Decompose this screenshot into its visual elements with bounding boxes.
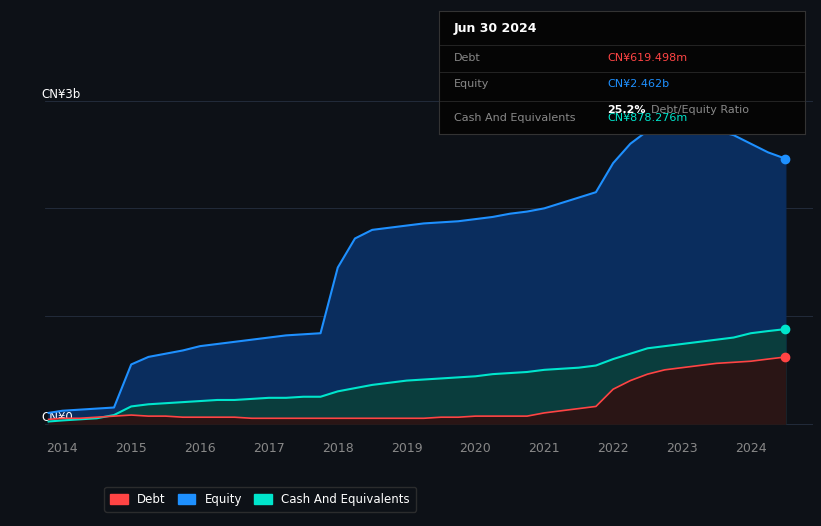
Text: Debt: Debt <box>454 53 480 63</box>
Text: 25.2%: 25.2% <box>608 105 646 115</box>
Text: Jun 30 2024: Jun 30 2024 <box>454 22 538 35</box>
Text: CN¥0: CN¥0 <box>42 411 73 423</box>
Text: Equity: Equity <box>454 79 489 89</box>
Text: CN¥619.498m: CN¥619.498m <box>608 53 687 63</box>
Text: Debt/Equity Ratio: Debt/Equity Ratio <box>651 105 749 115</box>
Legend: Debt, Equity, Cash And Equivalents: Debt, Equity, Cash And Equivalents <box>104 487 416 512</box>
Text: CN¥3b: CN¥3b <box>42 88 81 100</box>
Text: CN¥878.276m: CN¥878.276m <box>608 113 687 123</box>
Text: CN¥2.462b: CN¥2.462b <box>608 79 669 89</box>
Text: Cash And Equivalents: Cash And Equivalents <box>454 113 576 123</box>
